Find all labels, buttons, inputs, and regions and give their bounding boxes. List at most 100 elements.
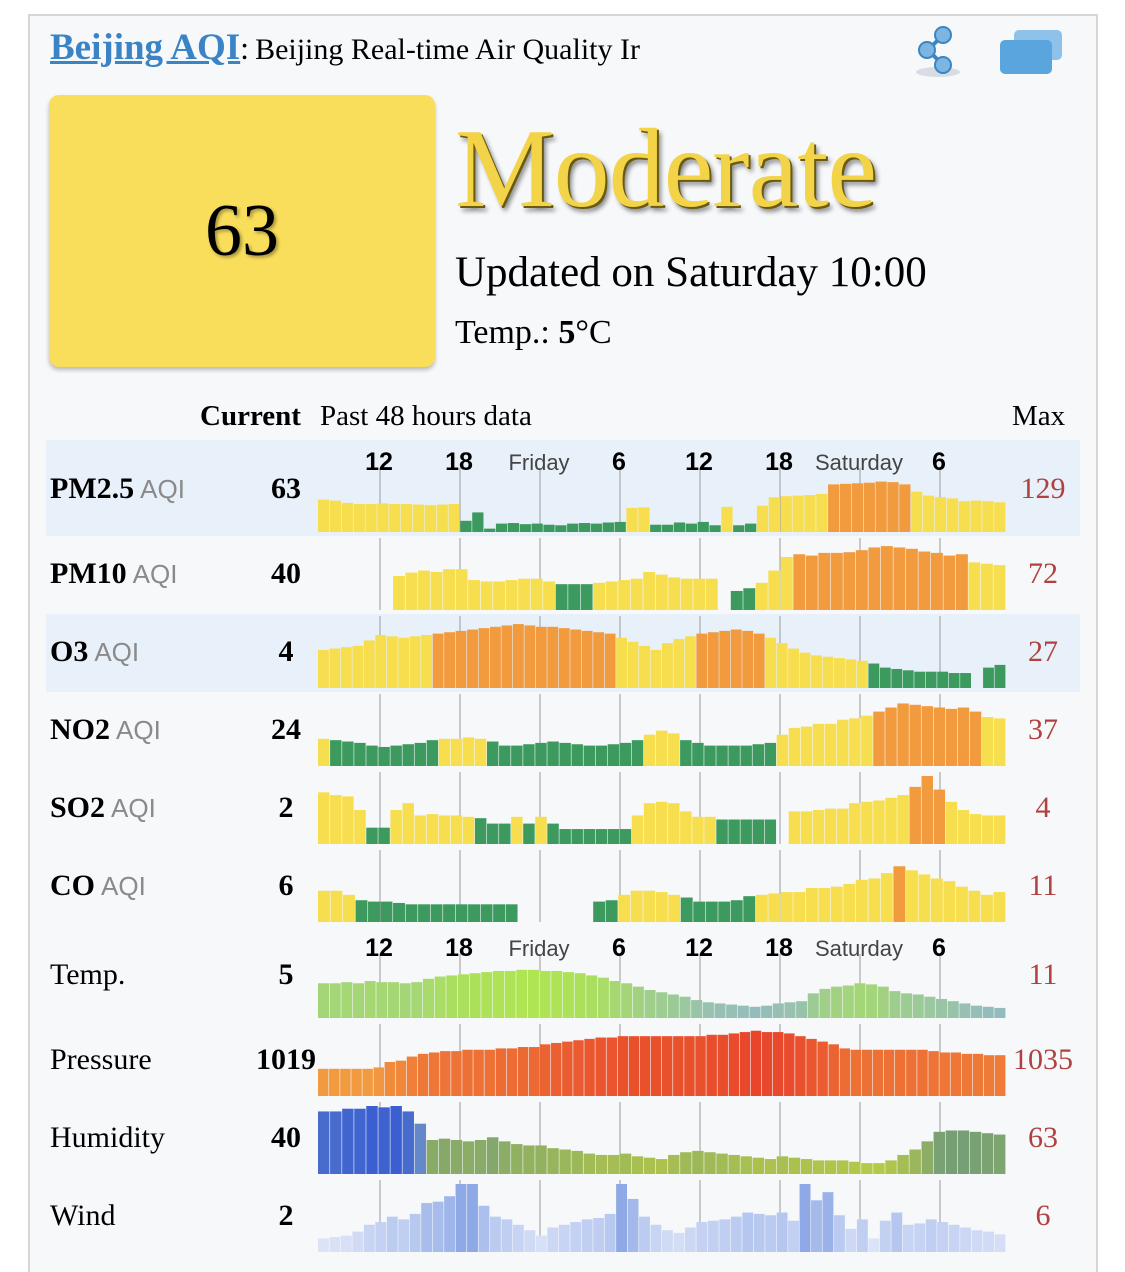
chart-pressure [318,1024,1006,1096]
bar-humidity [873,1163,885,1174]
bar-temp [691,1000,703,1018]
bar-humidity [535,1145,547,1174]
bar-wind [375,1222,387,1252]
bar-co [668,894,681,922]
time-tick-label: 6 [932,448,946,476]
bar-pressure [817,1041,828,1096]
bar-pressure [628,1036,640,1096]
pollutant-unit: AQI [94,637,140,667]
bar-humidity [788,1157,801,1174]
bar-temp [621,983,633,1018]
pollutant-name: PM10 [50,557,127,590]
bar-no2 [861,715,873,766]
bar-humidity [680,1152,692,1174]
bar-so2 [414,815,427,844]
bar-wind [925,1219,937,1252]
bar-temp [318,983,330,1018]
bar-pm10 [693,578,706,610]
bar-pm10 [618,580,631,610]
bar-o3 [879,667,891,688]
bar-wind [409,1213,421,1252]
pollutant-name: Pressure [50,1043,152,1076]
bar-pressure [395,1060,407,1096]
bar-wind [983,1231,994,1252]
bar-so2 [824,808,837,844]
bar-wind [856,1219,868,1252]
bar-temp [994,1007,1006,1018]
bar-pm25 [377,503,389,532]
bar-temp [924,996,936,1018]
chart-humidity [318,1102,1006,1174]
bar-o3 [512,624,524,688]
bar-pm25 [412,504,425,532]
bar-pm10 [393,576,405,610]
bar-pm25 [709,525,721,532]
bar-pm25 [922,495,935,532]
bar-humidity [655,1159,668,1174]
bar-pressure [595,1037,606,1096]
chart-pm25: 12 18 Friday 6 12 18 Saturday 6 [318,448,1006,532]
bar-pm10 [780,556,793,610]
bar-pm10 [493,581,506,610]
bar-temp [936,998,948,1018]
bar-pm25 [602,522,614,532]
bar-so2 [704,816,716,844]
bar-pm25 [555,525,567,532]
city-aqi-link[interactable]: Beijing AQI [50,27,241,68]
bar-temp [341,982,353,1018]
bar-o3 [616,637,627,688]
bar-co [855,879,868,922]
bar-so2 [631,815,644,844]
page-subtitle: Beijing Real-time Air Quality Ir [255,33,640,66]
bar-o3 [455,630,467,688]
bar-so2 [511,816,523,844]
bar-pm10 [743,588,756,610]
bar-pm25 [816,493,828,532]
chart-temp: 12 18 Friday 6 12 18 Saturday 6 [318,934,1006,1018]
bar-pm10 [793,554,806,610]
bar-so2 [716,819,728,844]
bar-pm10 [455,569,468,610]
bar-co [905,870,918,922]
bar-pm10 [668,577,681,610]
bar-humidity [583,1153,596,1174]
bar-pressure [795,1036,806,1096]
windows-icon[interactable] [998,28,1066,76]
share-icon[interactable] [912,24,964,80]
bar-temp [784,1002,796,1018]
bar-temp [656,992,668,1018]
bar-so2 [680,811,692,844]
bar-o3 [891,668,903,688]
bar-pm25 [863,482,875,532]
bar-so2 [668,803,680,844]
chart-so2 [318,772,1006,844]
bar-no2 [933,707,946,766]
bar-o3 [421,634,433,688]
bar-wind [558,1224,570,1252]
pollutant-unit: AQI [101,871,146,901]
bar-co [605,900,618,922]
bar-so2 [571,829,583,844]
bar-pm25 [828,484,840,532]
bar-pressure [906,1049,917,1096]
bar-pm25 [780,496,792,532]
bar-no2 [511,745,523,766]
updated-time: Updated on Saturday 10:00 [455,249,927,296]
bar-pm10 [880,546,893,610]
bar-o3 [490,626,501,688]
past-column-header: Past 48 hours data [320,400,532,432]
time-tick-label: 12 [365,448,393,476]
bar-humidity [704,1152,716,1174]
bar-o3 [960,673,971,688]
bar-temp [679,996,691,1018]
bar-pm10 [918,551,931,610]
bar-pressure [706,1034,717,1096]
bar-no2 [812,723,825,766]
bar-wind [914,1223,926,1252]
bar-temp [551,970,563,1018]
bar-o3 [983,667,994,688]
bar-pm25 [365,504,377,532]
pollutant-name: PM2.5 [50,472,135,505]
bar-humidity [366,1106,378,1174]
bar-co [968,890,981,922]
